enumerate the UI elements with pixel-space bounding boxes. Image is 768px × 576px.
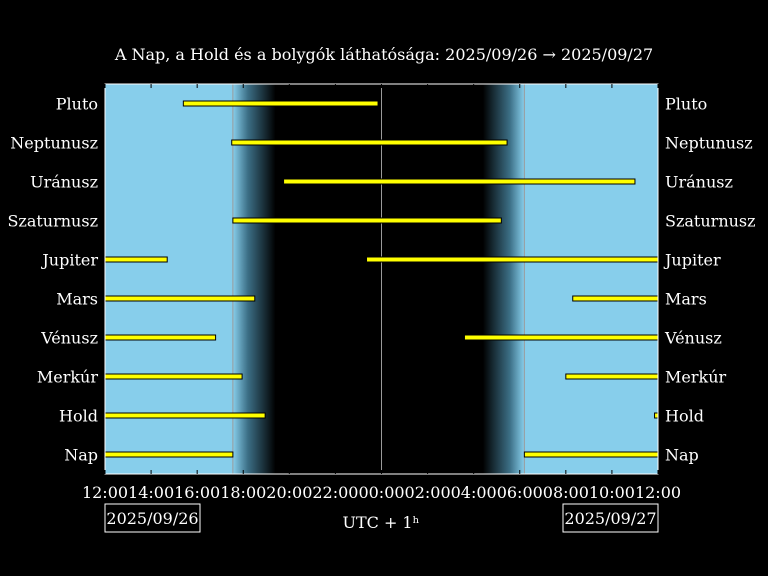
x-tick-label: 02:00: [405, 483, 451, 502]
visibility-bars: [105, 100, 658, 458]
row-label-left-pluto: Pluto: [56, 95, 98, 114]
x-tick-label: 10:00: [589, 483, 635, 502]
row-label-right-uranusz: Uránusz: [665, 173, 733, 192]
x-tick-label: 08:00: [543, 483, 589, 502]
start-date-label: 2025/09/26: [106, 509, 198, 528]
night-band: [275, 84, 483, 474]
row-label-left-merkur: Merkúr: [37, 368, 99, 387]
dusk-band: [232, 84, 276, 474]
row-label-right-mars: Mars: [665, 290, 707, 309]
start-date-box: [104, 503, 201, 533]
bar-szaturnusz-1: [232, 217, 502, 224]
x-axis-label: UTC + 1ʰ: [342, 513, 419, 532]
row-label-left-neptunusz: Neptunusz: [10, 134, 98, 153]
bar-merkur-1: [105, 373, 243, 380]
x-tick-label: 16:00: [174, 483, 220, 502]
x-tick-label: 22:00: [312, 483, 358, 502]
bar-hold-2: [654, 412, 658, 419]
end-date-box: [562, 503, 659, 533]
x-tick-label: 18:00: [220, 483, 266, 502]
x-axis: 12:00 14:00 16:00 18:00 20:00 22:00 00:00 02:00…: [82, 84, 681, 502]
x-tick-label: 12:00: [82, 483, 128, 502]
bar-nap-2: [523, 451, 658, 458]
day-band-morning: [524, 84, 658, 474]
bar-hold-1: [105, 412, 266, 419]
row-label-left-uranusz: Uránusz: [30, 173, 98, 192]
chart-title: A Nap, a Hold és a bolygók láthatósága: …: [114, 45, 653, 64]
row-label-right-hold: Hold: [665, 407, 704, 426]
x-tick-label: 06:00: [497, 483, 543, 502]
row-label-right-szaturnusz: Szaturnusz: [665, 212, 756, 231]
x-tick-label: 04:00: [451, 483, 497, 502]
row-label-left-mars: Mars: [56, 290, 98, 309]
row-label-left-venusz: Vénusz: [40, 329, 98, 348]
bar-neptunusz-1: [231, 139, 508, 146]
plot-background: [105, 84, 658, 474]
row-label-right-jupiter: Jupiter: [663, 251, 721, 270]
x-tick-label: 20:00: [266, 483, 312, 502]
row-label-left-jupiter: Jupiter: [40, 251, 98, 270]
bar-mars-1: [105, 295, 256, 302]
x-tick-label: 00:00: [358, 483, 404, 502]
row-label-right-merkur: Merkúr: [665, 368, 727, 387]
bar-jupiter-1: [105, 256, 168, 263]
bar-pluto-1: [182, 100, 379, 107]
row-label-right-nap: Nap: [665, 446, 699, 465]
row-label-right-venusz: Vénusz: [664, 329, 722, 348]
bar-uranusz-1: [283, 178, 636, 185]
bar-venusz-1: [105, 334, 217, 341]
bar-nap-1: [105, 451, 234, 458]
x-tick-label: 14:00: [128, 483, 174, 502]
end-date-label: 2025/09/27: [564, 509, 656, 528]
row-label-right-pluto: Pluto: [665, 95, 707, 114]
row-label-left-szaturnusz: Szaturnusz: [7, 212, 98, 231]
bar-mars-2: [572, 295, 658, 302]
x-tick-label: 12:00: [635, 483, 681, 502]
bar-jupiter-2: [366, 256, 658, 263]
left-row-labels: Pluto Neptunusz Uránusz Szaturnusz Jupiter Ma…: [7, 95, 98, 465]
bar-merkur-2: [565, 373, 658, 380]
right-row-labels: Pluto Neptunusz Uránusz Szaturnusz Jupiter Ma…: [663, 95, 756, 465]
day-band-evening: [105, 84, 233, 474]
row-label-right-neptunusz: Neptunusz: [665, 134, 753, 153]
row-label-left-hold: Hold: [59, 407, 98, 426]
row-label-left-nap: Nap: [64, 446, 98, 465]
bar-venusz-2: [463, 334, 658, 341]
dawn-band: [482, 84, 525, 474]
